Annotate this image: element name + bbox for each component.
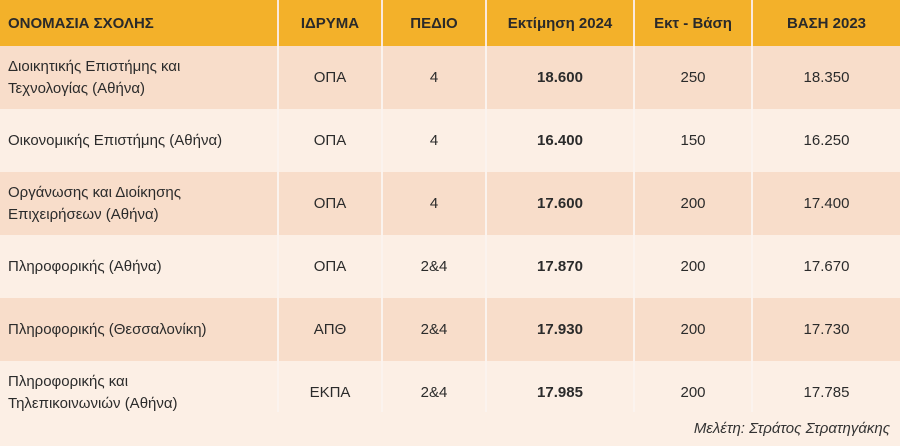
school-name-line: Πληροφορικής (Αθήνα) (8, 257, 162, 275)
estimate-cell: 17.930 (486, 298, 635, 361)
difference-cell: 200 (634, 235, 753, 298)
school-name-line: Πληροφορικής (Θεσσαλονίκη) (8, 320, 207, 338)
estimate-cell: 17.600 (486, 172, 635, 235)
estimate-cell: 18.600 (486, 46, 635, 109)
difference-cell: 250 (634, 46, 753, 109)
difference-cell: 200 (634, 172, 753, 235)
field-cell: 4 (382, 109, 487, 172)
school-name-line: Τεχνολογίας (Αθήνα) (8, 79, 145, 97)
field-cell: 4 (382, 172, 487, 235)
base-2023-cell: 17.400 (752, 172, 900, 235)
institution-cell: ΟΠΑ (278, 172, 383, 235)
footer-bar (0, 412, 900, 446)
base-2023-cell: 17.670 (752, 235, 900, 298)
header-institution: ΙΔΡΥΜΑ (278, 0, 383, 46)
institution-cell: ΟΠΑ (278, 46, 383, 109)
table-header-row: ΟΝΟΜΑΣΙΑ ΣΧΟΛΗΣ ΙΔΡΥΜΑ ΠΕΔΙΟ Εκτίμηση 20… (0, 0, 900, 46)
institution-cell: ΑΠΘ (278, 298, 383, 361)
institution-cell: ΟΠΑ (278, 235, 383, 298)
school-name-line: Επιχειρήσεων (Αθήνα) (8, 205, 159, 223)
field-cell: 4 (382, 46, 487, 109)
school-name-line: Πληροφορικής και (8, 372, 129, 390)
school-name-line: Οικονομικής Επιστήμης (Αθήνα) (8, 131, 223, 149)
school-name-line: Διοικητικής Επιστήμης και (8, 57, 181, 75)
scores-table: ΟΝΟΜΑΣΙΑ ΣΧΟΛΗΣ ΙΔΡΥΜΑ ΠΕΔΙΟ Εκτίμηση 20… (0, 0, 900, 424)
table-row: Οργάνωσης και Διοίκησης Επιχειρήσεων (Αθ… (0, 172, 900, 235)
header-field: ΠΕΔΙΟ (382, 0, 487, 46)
school-name-cell: Πληροφορικής (Θεσσαλονίκη) (0, 298, 279, 361)
field-cell: 2&4 (382, 235, 487, 298)
estimate-cell: 16.400 (486, 109, 635, 172)
base-2023-cell: 17.730 (752, 298, 900, 361)
difference-cell: 200 (634, 298, 753, 361)
table-row: Πληροφορικής (Αθήνα) ΟΠΑ 2&4 17.870 200 … (0, 235, 900, 298)
field-cell: 2&4 (382, 298, 487, 361)
school-name-cell: Πληροφορικής (Αθήνα) (0, 235, 279, 298)
header-estimate-2024: Εκτίμηση 2024 (486, 0, 635, 46)
header-base-2023: ΒΑΣΗ 2023 (752, 0, 900, 46)
header-school-name: ΟΝΟΜΑΣΙΑ ΣΧΟΛΗΣ (0, 0, 279, 46)
base-2023-cell: 18.350 (752, 46, 900, 109)
table-row: Πληροφορικής (Θεσσαλονίκη) ΑΠΘ 2&4 17.93… (0, 298, 900, 361)
table-row: Διοικητικής Επιστήμης και Τεχνολογίας (Α… (0, 46, 900, 109)
table-row: Οικονομικής Επιστήμης (Αθήνα) ΟΠΑ 4 16.4… (0, 109, 900, 172)
header-difference: Εκτ - Βάση (634, 0, 753, 46)
school-name-cell: Διοικητικής Επιστήμης και Τεχνολογίας (Α… (0, 46, 279, 109)
institution-cell: ΟΠΑ (278, 109, 383, 172)
estimate-cell: 17.870 (486, 235, 635, 298)
study-credit: Μελέτη: Στράτος Στρατηγάκης (693, 420, 890, 437)
difference-cell: 150 (634, 109, 753, 172)
school-name-cell: Οργάνωσης και Διοίκησης Επιχειρήσεων (Αθ… (0, 172, 279, 235)
base-2023-cell: 16.250 (752, 109, 900, 172)
school-name-line: Τηλεπικοινωνιών (Αθήνα) (8, 394, 178, 412)
school-name-line: Οργάνωσης και Διοίκησης (8, 183, 181, 201)
school-name-cell: Οικονομικής Επιστήμης (Αθήνα) (0, 109, 279, 172)
